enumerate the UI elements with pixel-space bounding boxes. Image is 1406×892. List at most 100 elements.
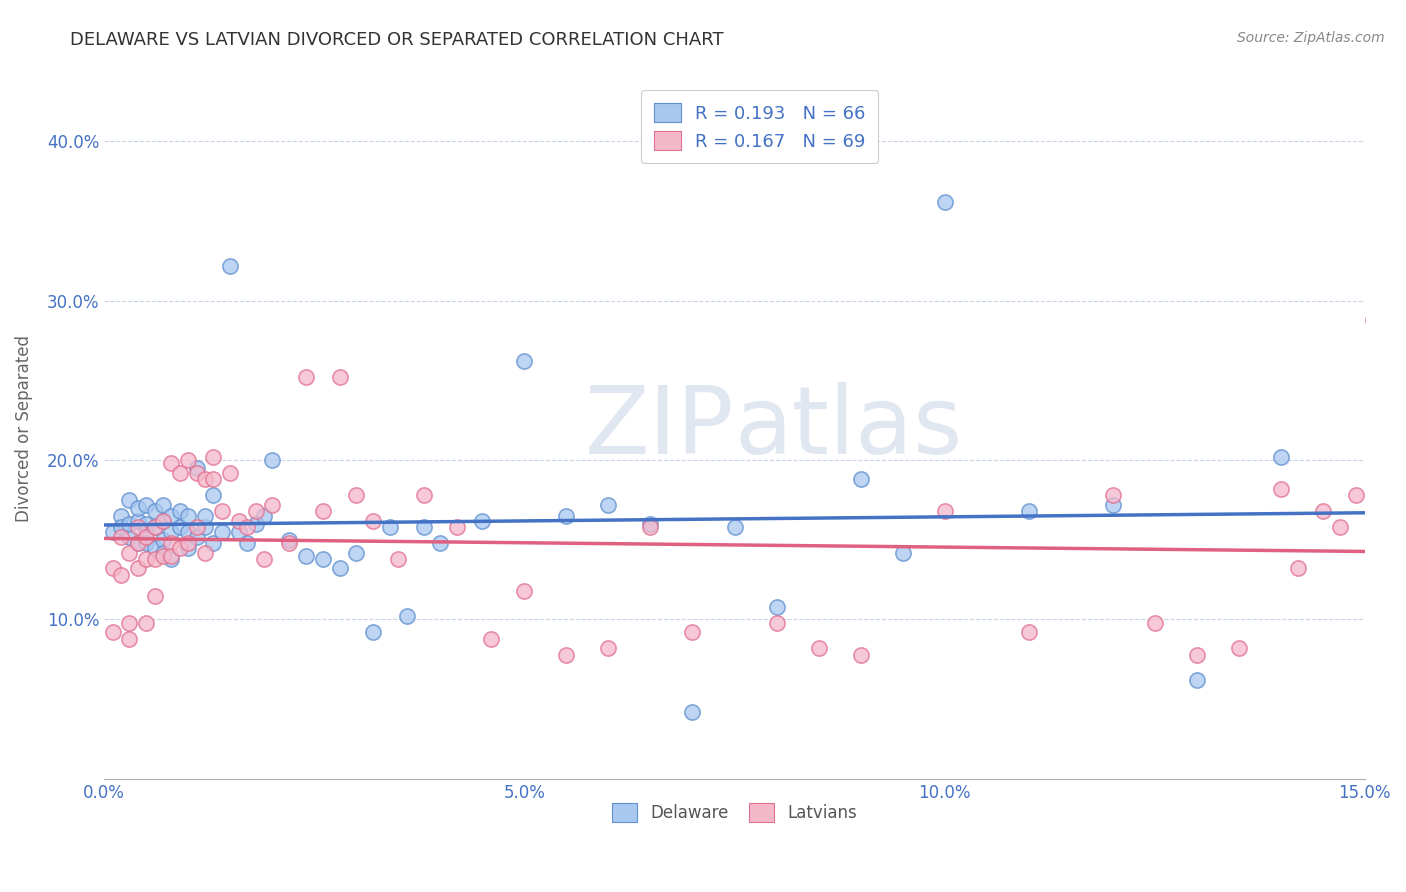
Point [135,552,157,566]
Point [245,504,267,518]
Point [127,500,149,515]
Point [101,625,124,640]
Point [169,541,191,555]
Point [1018,625,1040,640]
Point [934,194,956,209]
Point [186,520,208,534]
Point [127,514,149,528]
Point [395,609,418,624]
Point [160,456,183,470]
Point [891,545,914,559]
Point [262,453,284,467]
Point [1362,312,1385,326]
Point [1286,561,1309,575]
Point [555,508,578,523]
Point [1101,488,1123,502]
Point [412,488,434,502]
Point [135,516,157,531]
Point [807,641,830,656]
Point [723,520,745,534]
Point [186,461,208,475]
Point [344,545,367,559]
Point [253,508,276,523]
Point [202,488,225,502]
Text: DELAWARE VS LATVIAN DIVORCED OR SEPARATED CORRELATION CHART: DELAWARE VS LATVIAN DIVORCED OR SEPARATE… [70,31,724,49]
Point [127,561,149,575]
Point [169,466,191,480]
Point [127,536,149,550]
Point [278,533,301,547]
Point [312,504,335,518]
Point [152,514,174,528]
Point [110,567,132,582]
Point [1227,641,1250,656]
Point [160,549,183,563]
Point [295,549,318,563]
Point [160,552,183,566]
Point [1185,673,1208,687]
Point [1379,504,1402,518]
Point [135,536,157,550]
Point [1312,504,1334,518]
Point [429,536,451,550]
Text: Source: ZipAtlas.com: Source: ZipAtlas.com [1237,31,1385,45]
Point [295,370,318,384]
Point [143,520,166,534]
Point [160,508,183,523]
Point [1143,615,1166,630]
Point [202,536,225,550]
Point [152,514,174,528]
Point [253,552,276,566]
Point [127,536,149,550]
Legend: Delaware, Latvians: Delaware, Latvians [600,792,869,834]
Point [1018,504,1040,518]
Point [118,615,141,630]
Point [555,648,578,662]
Point [177,524,200,539]
Point [219,259,242,273]
Point [101,561,124,575]
Point [118,530,141,544]
Point [849,648,872,662]
Point [471,514,494,528]
Point [135,498,157,512]
Point [849,472,872,486]
Point [127,520,149,534]
Point [110,520,132,534]
Point [479,632,502,646]
Point [135,524,157,539]
Point [194,472,217,486]
Point [513,583,536,598]
Point [387,552,409,566]
Point [177,536,200,550]
Point [361,514,384,528]
Point [177,453,200,467]
Point [186,466,208,480]
Point [211,524,233,539]
Point [312,552,335,566]
Point [228,514,250,528]
Point [236,520,259,534]
Point [412,520,434,534]
Point [765,599,787,614]
Point [152,549,174,563]
Point [344,488,367,502]
Point [598,498,620,512]
Point [378,520,401,534]
Point [262,498,284,512]
Point [194,520,217,534]
Point [160,536,183,550]
Point [278,536,301,550]
Point [118,632,141,646]
Point [194,545,217,559]
Point [194,508,217,523]
Point [118,545,141,559]
Point [1101,498,1123,512]
Point [682,705,704,719]
Point [446,520,468,534]
Point [169,520,191,534]
Text: ZIP: ZIP [585,382,734,475]
Point [245,516,267,531]
Point [211,504,233,518]
Point [598,641,620,656]
